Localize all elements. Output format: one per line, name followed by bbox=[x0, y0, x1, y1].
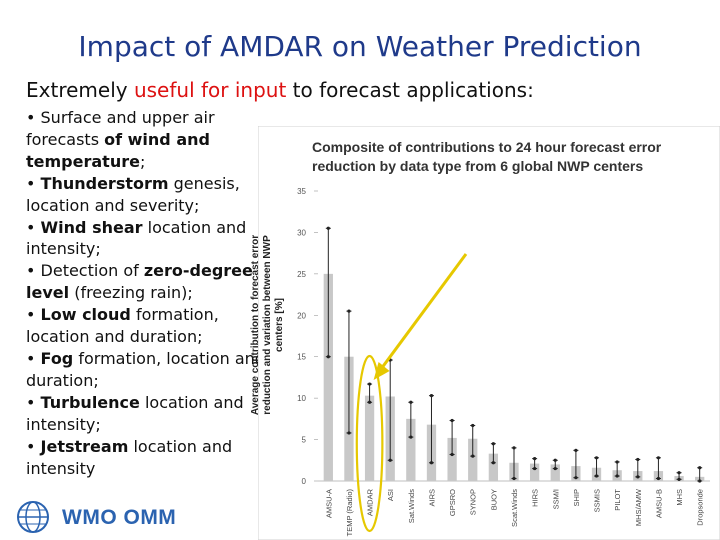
bullet-item: • Turbulence location and intensity; bbox=[26, 392, 244, 434]
error-max-point bbox=[594, 456, 599, 460]
highlight-arrow-line bbox=[378, 253, 468, 372]
x-tick-label: HIRS bbox=[531, 489, 540, 507]
bar bbox=[529, 463, 540, 481]
slide-subtitle: Extremely useful for input to forecast a… bbox=[26, 78, 534, 102]
x-tick-label: SSM/I bbox=[551, 489, 560, 509]
y-tick-label: 30 bbox=[297, 228, 306, 237]
bullet-item: • Jetstream location and intensity bbox=[26, 436, 233, 478]
x-tick-label: SSMIS bbox=[593, 489, 602, 512]
error-min-point bbox=[533, 466, 537, 471]
error-min-point bbox=[326, 355, 330, 359]
error-max-point bbox=[698, 466, 702, 470]
error-min-point bbox=[409, 435, 413, 439]
wmo-logo-text: WMO OMM bbox=[62, 506, 177, 529]
subtitle-highlight: useful for input bbox=[133, 78, 287, 102]
highlight-arrow-head bbox=[373, 362, 390, 380]
bullet-item: • Thunderstorm genesis, location and sev… bbox=[26, 173, 240, 215]
error-min-point bbox=[615, 474, 619, 478]
bar bbox=[323, 273, 333, 481]
y-tick-label: 25 bbox=[297, 270, 306, 279]
error-min-point bbox=[512, 476, 516, 481]
error-max-point bbox=[471, 423, 475, 428]
error-max-point bbox=[367, 382, 372, 386]
highlight-ellipse bbox=[355, 354, 384, 533]
error-max-point bbox=[409, 400, 413, 404]
bar-chart: 0 5 10 15 20 25 30 35 AMSU-A TEMP (Radio) AMDAR ASI… bbox=[258, 126, 720, 540]
y-tick-label: 0 bbox=[302, 477, 307, 486]
x-tick-label: Scat.Winds bbox=[510, 489, 519, 527]
error-min-point bbox=[491, 461, 495, 465]
error-max-point bbox=[615, 460, 619, 464]
error-min-point bbox=[429, 461, 434, 465]
y-tick-label: 10 bbox=[297, 394, 306, 403]
bar bbox=[447, 437, 457, 481]
error-min-point bbox=[698, 479, 702, 483]
error-min-point bbox=[553, 466, 557, 471]
error-min-point bbox=[388, 458, 392, 462]
y-tick-label: 35 bbox=[297, 187, 306, 196]
error-max-point bbox=[574, 448, 578, 452]
error-max-point bbox=[636, 457, 640, 462]
x-tick-label: MHS bbox=[675, 489, 684, 506]
y-tick-label: 15 bbox=[297, 353, 306, 362]
bar bbox=[468, 438, 478, 481]
error-max-point bbox=[656, 456, 661, 460]
slide-title: Impact of AMDAR on Weather Prediction bbox=[78, 30, 642, 63]
error-min-point bbox=[594, 474, 599, 478]
x-tick-label: PILOT bbox=[613, 489, 622, 511]
bullet-item: • Detection of zero-degree level (freezi… bbox=[26, 261, 253, 303]
subtitle-post: to forecast applications: bbox=[286, 78, 534, 102]
chart-plot-area: 0 5 10 15 20 25 30 35 AMSU-A TEMP (Radio) AMDAR ASI… bbox=[297, 187, 710, 536]
error-max-point bbox=[326, 226, 330, 230]
y-tick-label: 5 bbox=[302, 436, 307, 445]
x-tick-label: SYNOP bbox=[469, 489, 478, 515]
wmo-globe-icon bbox=[17, 501, 49, 533]
x-tick-label: SHIP bbox=[572, 489, 581, 507]
x-tick-label: AMSU-A bbox=[324, 489, 333, 518]
error-min-point bbox=[574, 476, 578, 480]
error-max-point bbox=[677, 471, 681, 475]
error-min-point bbox=[367, 400, 372, 404]
error-max-point bbox=[553, 458, 557, 462]
error-max-point bbox=[491, 442, 495, 446]
bullet-list: • Surface and upper air forecasts of win… bbox=[26, 107, 276, 479]
bar bbox=[364, 395, 375, 481]
error-min-point bbox=[347, 431, 351, 435]
bullet-item: • Wind shear location and intensity; bbox=[26, 217, 247, 259]
x-tick-label: AIRS bbox=[427, 489, 436, 507]
subtitle-pre: Extremely bbox=[26, 78, 134, 102]
error-max-point bbox=[347, 309, 351, 313]
error-min-point bbox=[656, 476, 661, 481]
x-tick-label: TEMP (Radio) bbox=[345, 488, 354, 536]
x-tick-label: GPSRO bbox=[448, 489, 457, 516]
x-tick-label: MHS/AMW bbox=[634, 488, 643, 526]
x-tick-label: AMDAR bbox=[366, 488, 375, 516]
y-tick-label: 20 bbox=[297, 311, 306, 320]
chart-title: Composite of contributions to 24 hour fo… bbox=[312, 139, 662, 174]
x-tick-label: ASI bbox=[386, 489, 395, 501]
bullet-item: • Fog formation, location and duration; bbox=[26, 348, 265, 390]
bar bbox=[488, 453, 499, 481]
bar bbox=[550, 464, 560, 481]
x-tick-label: BUOY bbox=[489, 489, 498, 510]
error-max-point bbox=[512, 446, 516, 450]
x-tick-label: Dropsonde bbox=[696, 489, 705, 526]
error-min-point bbox=[677, 477, 681, 481]
x-tick-label: AMSU-B bbox=[654, 489, 663, 518]
bullet-item: • Surface and upper air forecasts of win… bbox=[26, 108, 215, 171]
error-max-point bbox=[450, 418, 454, 423]
footer: WMO OMM bbox=[14, 500, 274, 534]
bar bbox=[406, 418, 416, 481]
x-tick-label: Sat.Winds bbox=[407, 489, 416, 523]
error-max-point bbox=[429, 394, 434, 398]
error-min-point bbox=[471, 454, 475, 458]
error-min-point bbox=[450, 452, 454, 457]
bullet-item: • Low cloud formation, location and dura… bbox=[26, 305, 219, 347]
chart-ylabel: Average contribution to forecast error r… bbox=[250, 234, 285, 416]
error-min-point bbox=[636, 475, 640, 479]
error-max-point bbox=[533, 457, 537, 461]
